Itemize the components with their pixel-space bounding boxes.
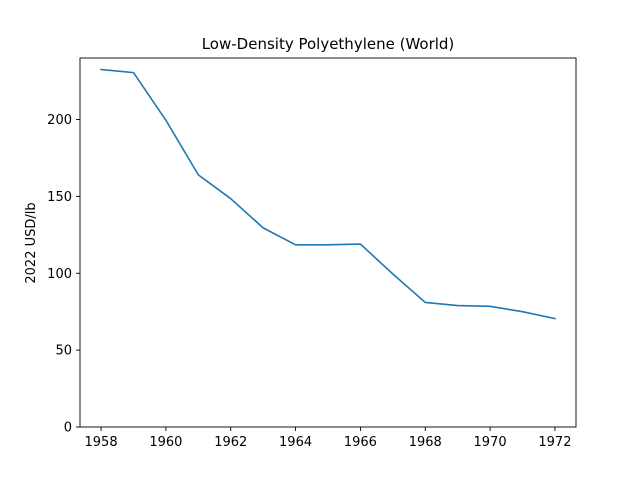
x-tick-label: 1968	[409, 435, 442, 450]
y-axis-label: 2022 USD/lb	[24, 202, 39, 283]
x-tick-label: 1964	[279, 435, 312, 450]
axes-frame	[79, 57, 577, 428]
chart-title: Low-Density Polyethylene (World)	[202, 35, 455, 53]
x-tick-label: 1972	[538, 435, 571, 450]
x-tick-label: 1958	[85, 435, 118, 450]
x-tick-label: 1966	[344, 435, 377, 450]
x-tick-label: 1960	[149, 435, 182, 450]
x-tick-label: 1962	[214, 435, 247, 450]
x-tick-label: 1970	[474, 435, 507, 450]
y-tick-label: 100	[47, 267, 72, 282]
y-tick-label: 150	[47, 190, 72, 205]
y-tick-label: 0	[64, 421, 72, 436]
y-tick-label: 200	[47, 113, 72, 128]
y-tick-label: 50	[55, 344, 72, 359]
plot-area: 1958 1960 1962 1964 1966 1968 1970 1972 0 50 100 15…	[47, 57, 577, 450]
series-line-0	[100, 68, 556, 320]
